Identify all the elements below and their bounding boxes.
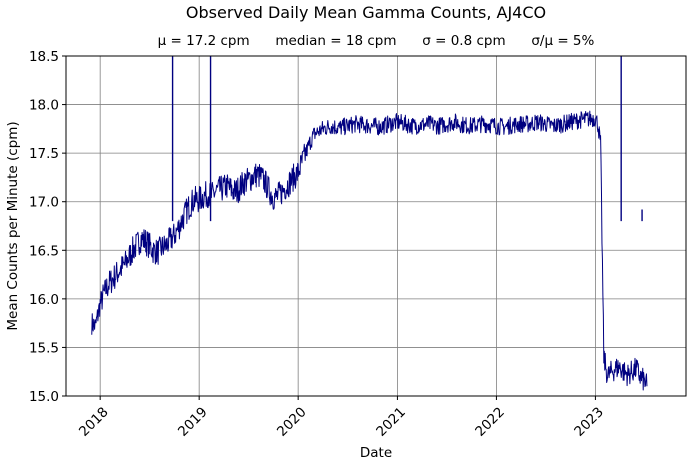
y-tick-label: 17.0: [29, 195, 59, 211]
y-tick-label: 16.5: [29, 243, 59, 259]
y-tick-label: 16.0: [29, 292, 59, 308]
y-axis-label: Mean Counts per Minute (cpm): [5, 121, 21, 330]
x-tick-label: 2022: [472, 404, 508, 440]
x-tick-label: 2019: [175, 404, 211, 440]
y-tick-label: 18.5: [29, 49, 59, 65]
chart-title: Observed Daily Mean Gamma Counts, AJ4CO: [186, 3, 546, 22]
x-tick-label: 2020: [274, 404, 310, 440]
x-axis-label: Date: [360, 445, 392, 461]
series-line: [91, 110, 648, 391]
x-tick-label: 2023: [571, 404, 607, 440]
chart-subtitle: μ = 17.2 cpm median = 18 cpm σ = 0.8 cpm…: [158, 33, 595, 49]
data-series: [91, 56, 648, 391]
y-tick-label: 15.0: [29, 389, 59, 405]
x-tick-label: 2021: [373, 404, 409, 440]
plot-area-frame: [65, 55, 687, 397]
x-tick-label: 2018: [76, 404, 112, 440]
y-tick-label: 18.0: [29, 98, 59, 114]
y-tick-label: 15.5: [29, 340, 59, 356]
y-tick-label: 17.5: [29, 146, 59, 162]
x-axis-ticks: 2018 2019 2020 2021 2022 2023: [76, 396, 607, 440]
grid-lines: [66, 55, 686, 397]
y-axis-ticks: 15.0 15.5 16.0 16.5 17.0 17.5 18.0 18.5: [29, 49, 66, 405]
